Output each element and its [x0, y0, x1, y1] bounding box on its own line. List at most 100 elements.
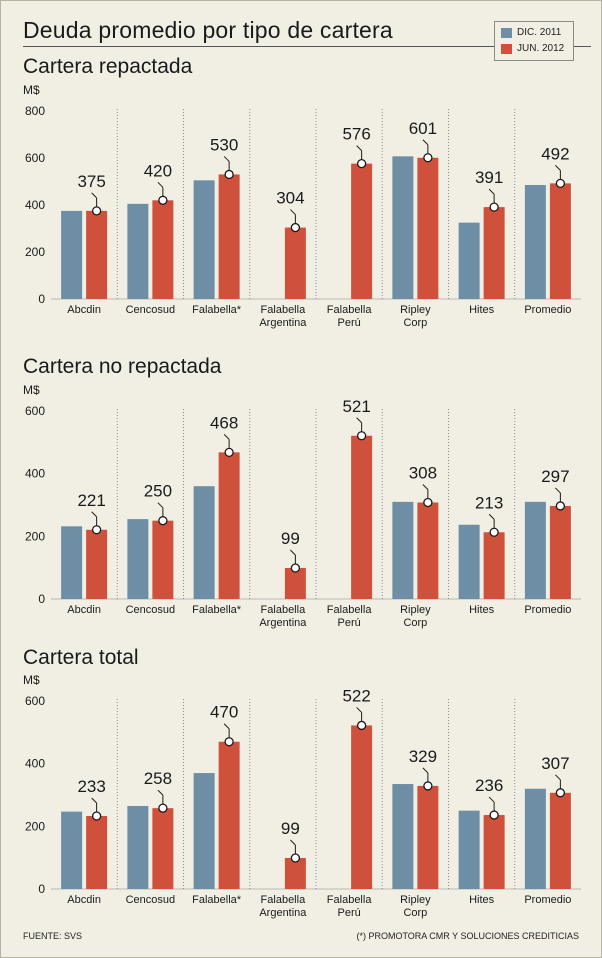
- bar-jun-2012: [86, 815, 108, 889]
- data-label: 297: [541, 467, 569, 486]
- bar-dic-2011: [193, 486, 215, 599]
- bar-dic-2011: [524, 185, 546, 299]
- x-category-label: Cencosud: [126, 894, 176, 906]
- data-point-marker: [356, 431, 367, 441]
- callout-leader: [356, 145, 362, 151]
- callout-leader: [157, 502, 164, 509]
- callout-leader: [91, 797, 97, 804]
- y-tick-label: 600: [25, 694, 45, 708]
- data-label: 99: [281, 819, 300, 838]
- data-label: 521: [342, 397, 370, 416]
- bar-jun-2012: [284, 567, 306, 599]
- bar-jun-2012: [284, 227, 306, 299]
- data-label: 307: [541, 754, 569, 773]
- x-category-label: Abcdin: [67, 604, 101, 616]
- bar-jun-2012: [152, 520, 174, 599]
- bar-jun-2012: [549, 183, 571, 299]
- bar-dic-2011: [61, 811, 83, 889]
- data-label: 530: [210, 135, 238, 154]
- bar-dic-2011: [193, 180, 215, 299]
- data-point-marker: [423, 497, 433, 508]
- data-label: 236: [475, 776, 503, 795]
- x-category-label: Abcdin: [67, 894, 101, 906]
- bar-jun-2012: [351, 163, 373, 299]
- bar-dic-2011: [458, 524, 480, 599]
- y-tick-label: 400: [25, 467, 45, 481]
- x-category-label: Falabella: [261, 894, 307, 906]
- callout-leader: [488, 796, 495, 803]
- legend-item-jun-2012: JUN. 2012: [501, 43, 564, 54]
- x-category-label: Abcdin: [67, 304, 101, 316]
- data-point-marker: [224, 737, 234, 747]
- bar-jun-2012: [152, 808, 174, 889]
- x-category-label: Argentina: [259, 907, 307, 919]
- y-tick-label: 200: [25, 819, 45, 833]
- x-category-label: Ripley: [400, 604, 431, 616]
- bar-jun-2012: [86, 210, 108, 299]
- data-point-marker: [224, 169, 234, 180]
- data-label: 492: [541, 144, 569, 163]
- x-category-label: Corp: [403, 907, 427, 919]
- bar-dic-2011: [392, 156, 414, 299]
- bar-dic-2011: [127, 519, 149, 599]
- bar-dic-2011: [524, 501, 546, 599]
- y-tick-label: 600: [25, 151, 45, 165]
- x-category-label: Promedio: [524, 894, 571, 906]
- y-tick-label: 200: [25, 245, 45, 259]
- callout-leader: [488, 513, 495, 520]
- data-point-marker: [423, 153, 433, 163]
- data-point-marker: [91, 525, 102, 535]
- data-point-marker: [290, 222, 301, 233]
- legend-swatch-jun-2012: [501, 43, 512, 54]
- bar-jun-2012: [218, 174, 240, 299]
- data-point-marker: [158, 516, 168, 526]
- data-label: 522: [342, 686, 370, 705]
- callout-leader: [356, 417, 362, 424]
- source-note: FUENTE: SVS: [23, 931, 83, 941]
- callout-leader: [555, 774, 561, 781]
- x-category-label: Ripley: [400, 304, 431, 316]
- bar-dic-2011: [61, 526, 83, 599]
- y-tick-label: 0: [38, 882, 45, 896]
- data-label: 468: [210, 413, 238, 432]
- unit-label-repactada: M$: [23, 83, 40, 97]
- x-category-label: Falabella: [327, 604, 373, 616]
- bar-jun-2012: [351, 435, 373, 599]
- bar-dic-2011: [127, 805, 149, 889]
- data-label: 601: [409, 119, 437, 138]
- data-point-marker: [91, 206, 102, 216]
- unit-label-no-repactada: M$: [23, 383, 40, 397]
- bar-dic-2011: [458, 222, 480, 299]
- callout-leader: [290, 839, 296, 846]
- bar-jun-2012: [483, 815, 505, 889]
- legend: DIC. 2011 JUN. 2012: [494, 21, 574, 61]
- data-label: 329: [409, 747, 437, 766]
- callout-leader: [91, 192, 97, 199]
- x-category-label: Perú: [338, 617, 361, 629]
- x-category-label: Argentina: [259, 317, 307, 329]
- bar-dic-2011: [392, 501, 414, 599]
- bar-dic-2011: [524, 788, 546, 889]
- data-point-marker: [555, 178, 566, 189]
- x-category-label: Cencosud: [126, 304, 176, 316]
- data-point-marker: [158, 195, 168, 205]
- data-point-marker: [489, 810, 499, 820]
- data-label: 258: [144, 769, 172, 788]
- data-point-marker: [356, 158, 367, 169]
- footnote: (*) PROMOTORA CMR Y SOLUCIONES CREDITICI…: [356, 931, 579, 941]
- chart-title-repactada: Cartera repactada: [23, 55, 193, 78]
- data-label: 391: [475, 168, 503, 187]
- x-category-label: Corp: [403, 317, 427, 329]
- callout-leader: [356, 707, 362, 713]
- callout-leader: [290, 209, 296, 215]
- data-point-marker: [555, 501, 566, 511]
- x-category-label: Falabella: [327, 304, 373, 316]
- data-label: 233: [77, 777, 105, 796]
- bar-jun-2012: [417, 502, 439, 599]
- data-label: 304: [276, 189, 304, 208]
- data-label: 213: [475, 493, 503, 512]
- bar-jun-2012: [549, 505, 571, 599]
- x-category-label: Falabella: [261, 604, 307, 616]
- data-point-marker: [489, 527, 499, 537]
